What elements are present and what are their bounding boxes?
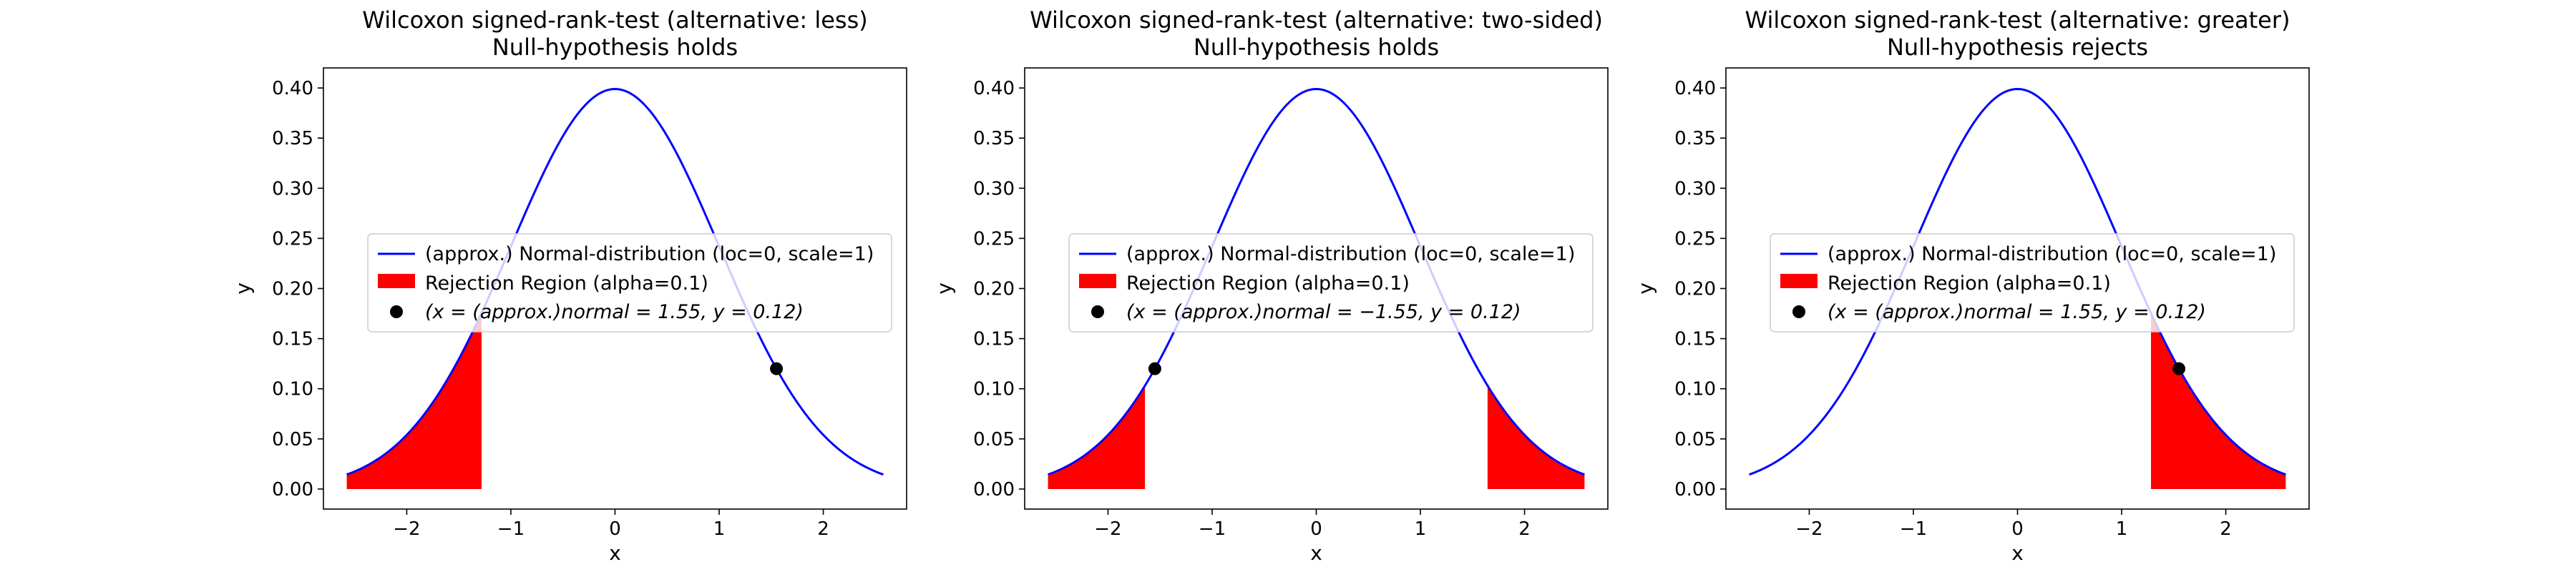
legend-box: [1770, 233, 2295, 332]
y-tick-label: 0.00: [1674, 479, 1716, 500]
y-tick-label: 0.10: [1674, 379, 1716, 400]
chart-panel-1: Wilcoxon signed-rank-test (alternative: …: [932, 6, 1609, 565]
chart-subtitle: Null-hypothesis holds: [1194, 34, 1439, 61]
x-tick-label: 0: [2011, 518, 2024, 540]
x-tick-label: −1: [497, 518, 525, 540]
y-tick-label: 0.15: [1674, 329, 1716, 350]
y-tick-label: 0.20: [1674, 279, 1716, 300]
legend-label: Rejection Region (alpha=0.1): [1828, 272, 2111, 295]
test-statistic-point: [1148, 362, 1161, 375]
y-tick-label: 0.25: [272, 228, 313, 250]
y-tick-label: 0.05: [1674, 429, 1716, 450]
legend-box: [367, 233, 892, 332]
x-axis-label: x: [1310, 541, 1322, 565]
normal-distribution-line: [1048, 88, 1585, 476]
chart-subtitle: Null-hypothesis holds: [492, 34, 738, 61]
y-tick-label: 0.30: [973, 178, 1015, 199]
x-tick-label: 2: [1518, 518, 1531, 540]
y-axis-label: y: [231, 282, 255, 295]
legend-label: Rejection Region (alpha=0.1): [1126, 272, 1410, 295]
test-statistic-point: [770, 362, 784, 375]
y-tick-label: 0.05: [973, 429, 1015, 450]
chart-panel-2: Wilcoxon signed-rank-test (alternative: …: [1634, 6, 2310, 565]
x-tick-label: 2: [2220, 518, 2232, 540]
x-axis-label: x: [609, 541, 621, 565]
x-tick-label: 2: [817, 518, 829, 540]
rejection-region-area: [2151, 312, 2286, 489]
rejection-region-area: [1487, 385, 1585, 489]
x-tick-label: −2: [1795, 518, 1823, 540]
chart-subtitle: Null-hypothesis rejects: [1887, 34, 2148, 61]
legend-label: (x = (approx.)normal = 1.55, y = 0.12): [1828, 301, 2206, 323]
y-axis-label: y: [932, 282, 956, 295]
legend-label: (approx.) Normal-distribution (loc=0, sc…: [1828, 243, 2276, 265]
chart-title: Wilcoxon signed-rank-test (alternative: …: [362, 6, 867, 34]
legend-marker-swatch: [1792, 305, 1805, 318]
legend-label: Rejection Region (alpha=0.1): [425, 272, 708, 295]
y-tick-label: 0.20: [272, 279, 313, 300]
x-tick-label: 1: [2116, 518, 2128, 540]
normal-distribution-line: [1749, 88, 2286, 476]
x-tick-label: 0: [1310, 518, 1322, 540]
y-tick-label: 0.35: [973, 128, 1015, 149]
legend-label: (x = (approx.)normal = −1.55, y = 0.12): [1126, 301, 1521, 323]
y-tick-label: 0.35: [272, 128, 313, 149]
x-tick-label: −2: [1094, 518, 1121, 540]
x-tick-label: −1: [1199, 518, 1226, 540]
legend-patch-swatch: [1780, 274, 1818, 288]
y-tick-label: 0.20: [973, 279, 1015, 300]
rejection-region-area: [346, 312, 482, 489]
chart-title: Wilcoxon signed-rank-test (alternative: …: [1745, 6, 2290, 34]
x-tick-label: 1: [1415, 518, 1427, 540]
y-tick-label: 0.25: [1674, 228, 1716, 250]
x-tick-label: 1: [713, 518, 726, 540]
legend-box: [1068, 233, 1594, 332]
chart-panel-0: Wilcoxon signed-rank-test (alternative: …: [231, 6, 907, 565]
y-tick-label: 0.35: [1674, 128, 1716, 149]
x-tick-label: 0: [609, 518, 621, 540]
legend: (approx.) Normal-distribution (loc=0, sc…: [1068, 233, 1594, 332]
legend-marker-swatch: [390, 305, 403, 318]
y-tick-label: 0.10: [272, 379, 313, 400]
y-tick-label: 0.30: [272, 178, 313, 199]
legend: (approx.) Normal-distribution (loc=0, sc…: [1770, 233, 2295, 332]
y-tick-label: 0.40: [973, 78, 1015, 99]
y-tick-label: 0.05: [272, 429, 313, 450]
x-axis-label: x: [2011, 541, 2024, 565]
y-tick-label: 0.40: [1674, 78, 1716, 99]
y-tick-label: 0.15: [973, 329, 1015, 350]
y-tick-label: 0.00: [272, 479, 313, 500]
y-tick-label: 0.10: [973, 379, 1015, 400]
legend-label: (approx.) Normal-distribution (loc=0, sc…: [425, 243, 874, 265]
x-tick-label: −1: [1900, 518, 1927, 540]
y-axis-label: y: [1634, 282, 1657, 295]
legend-label: (approx.) Normal-distribution (loc=0, sc…: [1126, 243, 1575, 265]
y-tick-label: 0.25: [973, 228, 1015, 250]
test-statistic-point: [2172, 362, 2186, 375]
legend-marker-swatch: [1091, 305, 1104, 318]
legend: (approx.) Normal-distribution (loc=0, sc…: [367, 233, 892, 332]
legend-patch-swatch: [378, 274, 415, 288]
normal-distribution-line: [346, 88, 884, 476]
legend-label: (x = (approx.)normal = 1.55, y = 0.12): [425, 301, 804, 323]
chart-title: Wilcoxon signed-rank-test (alternative: …: [1030, 6, 1603, 34]
rejection-region-area: [1048, 385, 1146, 489]
y-tick-label: 0.00: [973, 479, 1015, 500]
y-tick-label: 0.30: [1674, 178, 1716, 199]
y-tick-label: 0.15: [272, 329, 313, 350]
legend-patch-swatch: [1079, 274, 1116, 288]
x-tick-label: −2: [393, 518, 420, 540]
y-tick-label: 0.40: [272, 78, 313, 99]
